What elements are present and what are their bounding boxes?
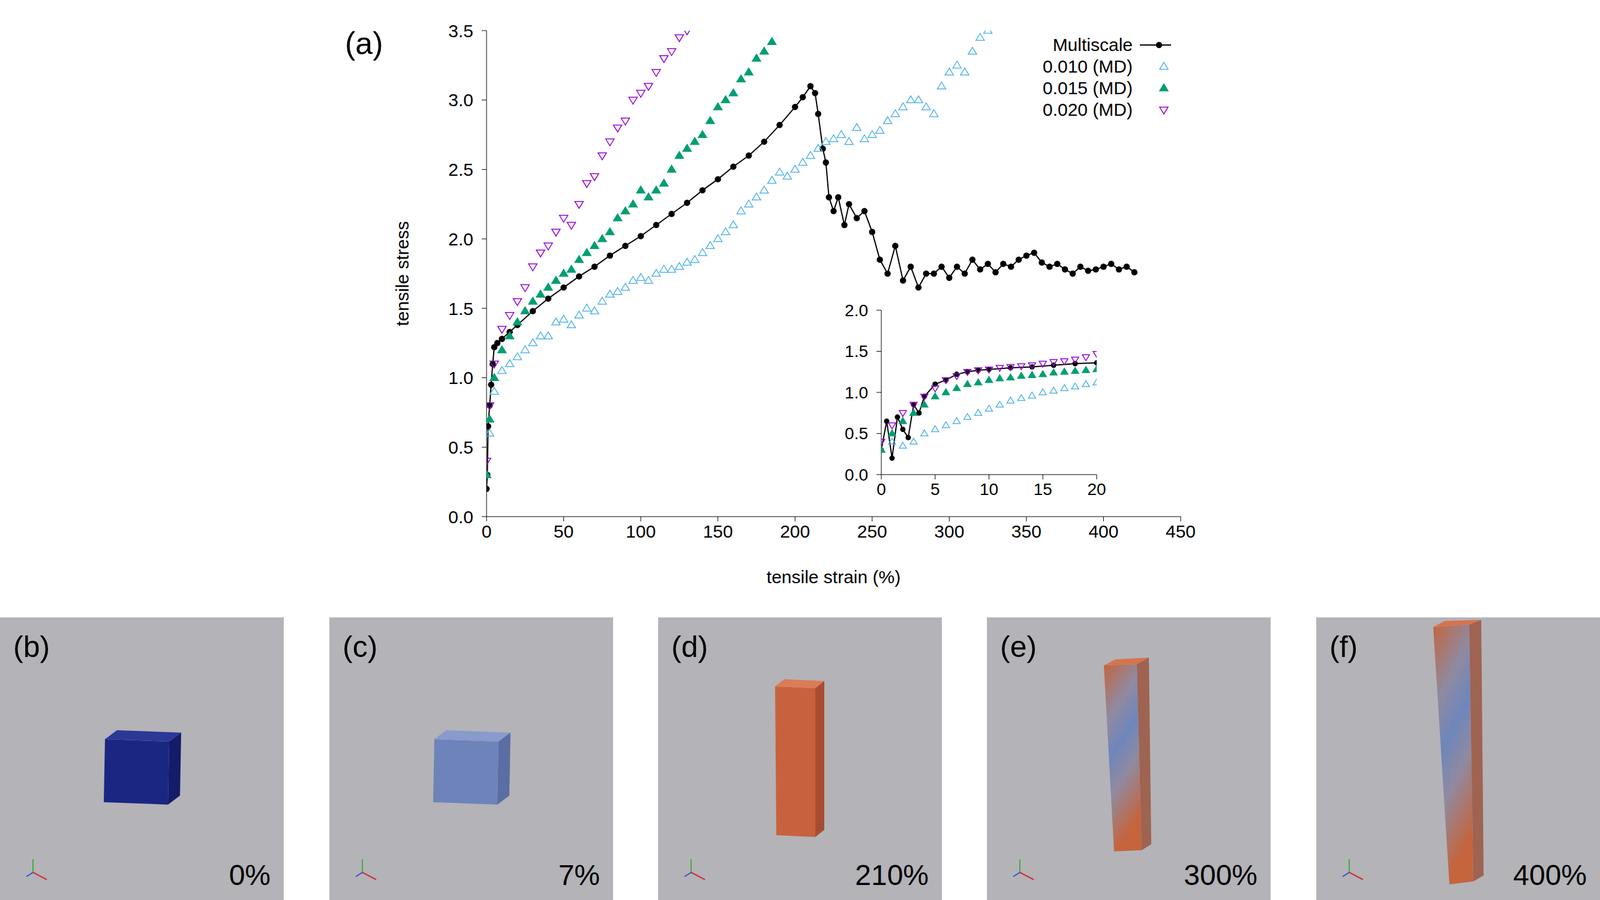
html-text:0.010 (MD): 0.010 (MD)	[1042, 56, 1133, 77]
svg-text:tensile strain (%): tensile strain (%)	[766, 566, 901, 587]
svg-text:350: 350	[1011, 521, 1042, 542]
svg-text:1.0: 1.0	[448, 367, 474, 388]
html-text:(d): (d)	[671, 629, 708, 664]
svg-text:5: 5	[930, 479, 941, 499]
html-text:(f): (f)	[1329, 629, 1358, 664]
svg-text:450: 450	[1165, 521, 1196, 542]
html-text:(e): (e)	[1000, 629, 1037, 664]
svg-text:50: 50	[553, 521, 574, 542]
html-text:0.015 (MD): 0.015 (MD)	[1042, 77, 1133, 98]
html-text:210%: 210%	[855, 859, 929, 891]
svg-text:100: 100	[625, 521, 656, 542]
svg-text:250: 250	[857, 521, 888, 542]
svg-text:1.5: 1.5	[844, 341, 869, 361]
svg-text:3.0: 3.0	[448, 89, 474, 110]
html-text:(c): (c)	[342, 629, 378, 664]
html-text:0.020 (MD): 0.020 (MD)	[1042, 99, 1133, 120]
html-text:300%: 300%	[1183, 859, 1258, 891]
svg-text:300: 300	[934, 521, 965, 542]
svg-text:0: 0	[481, 521, 492, 542]
html-text:400%: 400%	[1513, 859, 1587, 891]
svg-text:400: 400	[1088, 521, 1119, 542]
svg-text:2.0: 2.0	[448, 229, 474, 249]
svg-text:0.5: 0.5	[448, 437, 474, 458]
svg-text:150: 150	[703, 521, 734, 542]
svg-text:200: 200	[779, 521, 810, 542]
svg-text:0.0: 0.0	[844, 465, 869, 485]
html-text:Multiscale: Multiscale	[1052, 34, 1133, 55]
svg-text:2.5: 2.5	[448, 159, 474, 180]
svg-text:20: 20	[1087, 479, 1106, 499]
svg-text:1.5: 1.5	[448, 298, 474, 319]
svg-text:3.5: 3.5	[448, 20, 474, 41]
svg-text:10: 10	[979, 479, 999, 499]
svg-text:1.0: 1.0	[844, 383, 869, 402]
html-text:0%: 0%	[228, 859, 271, 891]
svg-text:0.0: 0.0	[448, 506, 474, 527]
html-text:7%: 7%	[558, 859, 600, 891]
svg-text:tensile stress: tensile stress	[392, 220, 413, 326]
svg-text:0.5: 0.5	[844, 424, 869, 443]
svg-text:0: 0	[876, 479, 887, 499]
svg-text:2.0: 2.0	[844, 301, 869, 320]
html-text:(b): (b)	[13, 629, 50, 664]
html-text:(a): (a)	[344, 25, 384, 61]
svg-text:15: 15	[1033, 479, 1053, 499]
